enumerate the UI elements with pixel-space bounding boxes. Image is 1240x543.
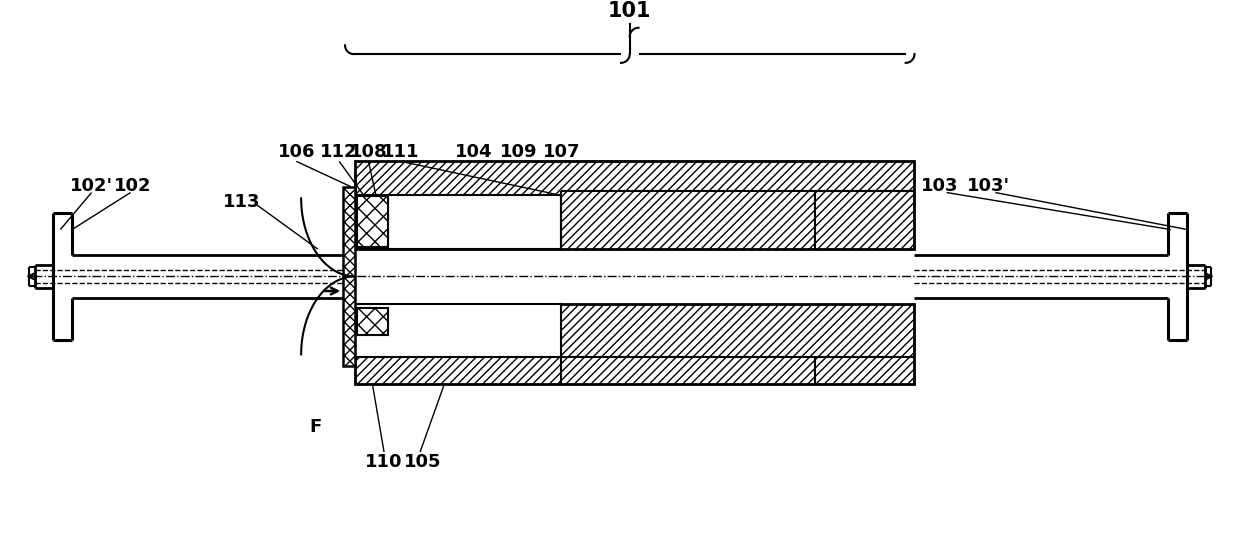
- Bar: [343, 187, 355, 366]
- Text: 102: 102: [114, 176, 151, 195]
- Text: 103': 103': [967, 176, 1011, 195]
- Text: 108: 108: [350, 143, 387, 161]
- Text: 109: 109: [500, 143, 537, 161]
- Bar: [355, 304, 562, 357]
- Bar: [357, 197, 388, 247]
- Text: 102': 102': [69, 176, 113, 195]
- Text: 106: 106: [278, 143, 315, 161]
- Text: 101: 101: [608, 1, 651, 21]
- Bar: [355, 304, 914, 384]
- Text: 104: 104: [455, 143, 492, 161]
- Bar: [355, 161, 914, 249]
- Bar: [357, 307, 388, 335]
- Text: 113: 113: [223, 193, 260, 211]
- Bar: [355, 195, 562, 249]
- Text: 107: 107: [543, 143, 580, 161]
- Text: F: F: [310, 418, 322, 435]
- Text: 111: 111: [382, 143, 419, 161]
- Text: 110: 110: [366, 453, 403, 471]
- Text: 105: 105: [404, 453, 441, 471]
- Text: 112: 112: [320, 143, 358, 161]
- Text: 103: 103: [921, 176, 959, 195]
